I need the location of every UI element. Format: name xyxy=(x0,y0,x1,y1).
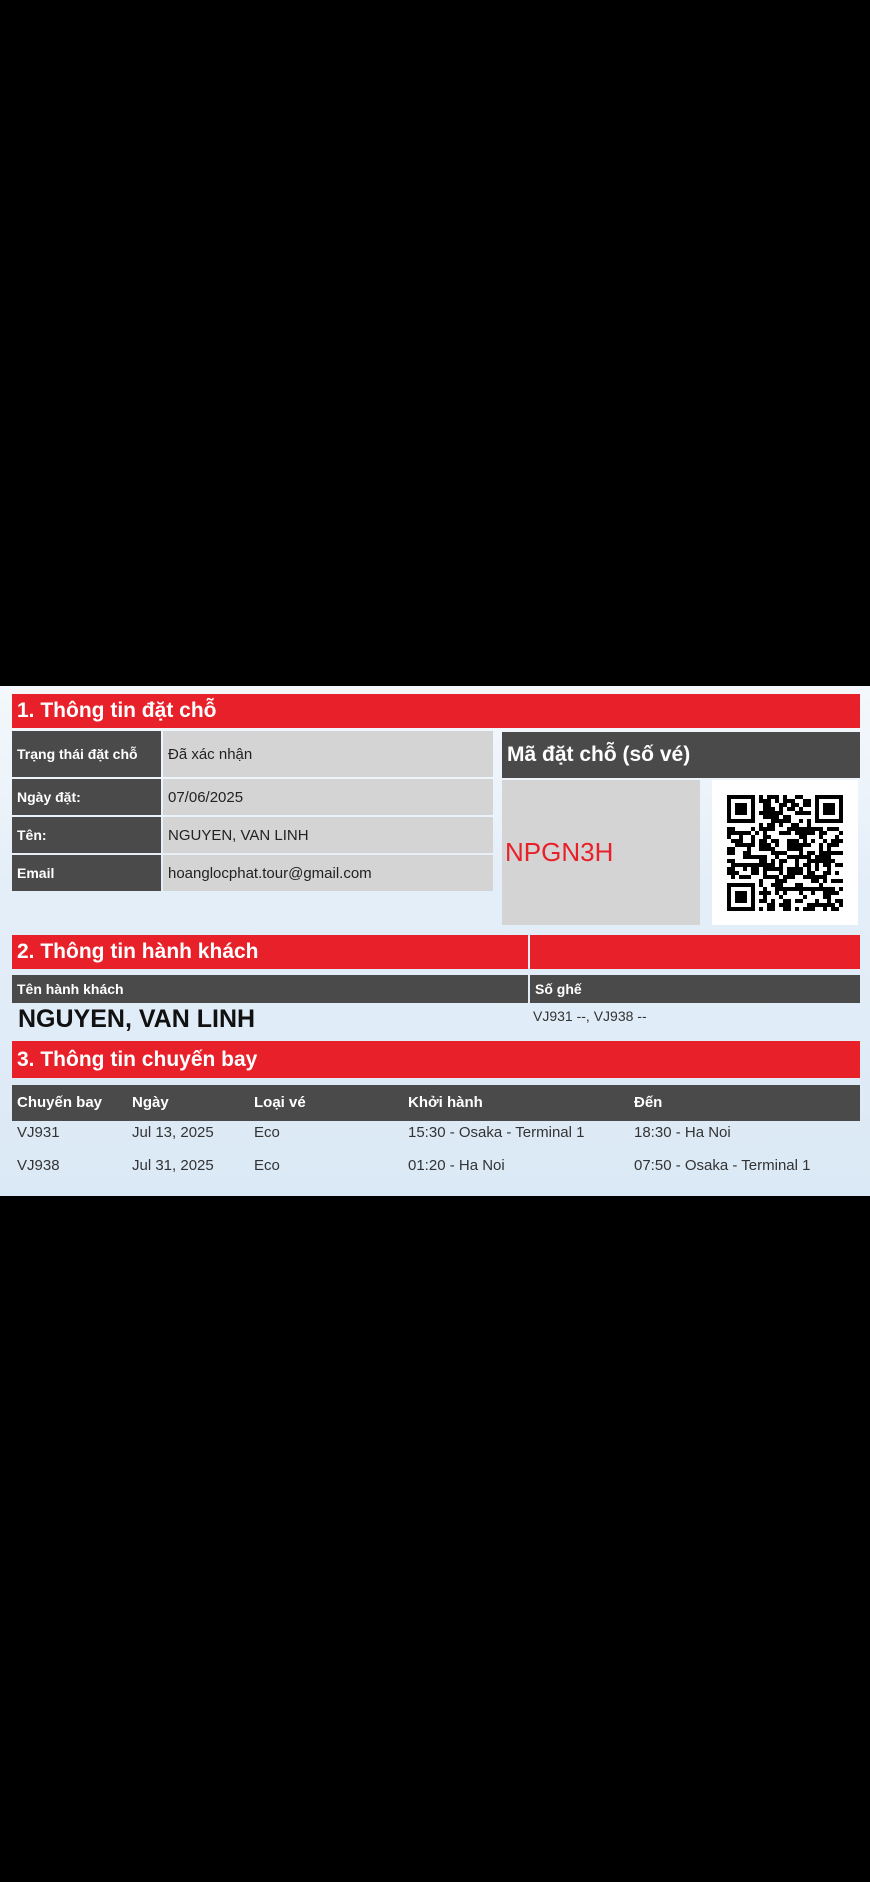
flight-cell: 18:30 - Ha Noi xyxy=(634,1124,731,1141)
flight-cell: Eco xyxy=(254,1124,280,1141)
col-header: Chuyến bay xyxy=(17,1094,103,1111)
qr-code xyxy=(712,780,858,925)
label-email: Email xyxy=(12,855,161,891)
flight-cell: VJ931 xyxy=(17,1124,60,1141)
flight-cell: VJ938 xyxy=(17,1157,60,1174)
col-passenger-name: Tên hành khách xyxy=(12,975,528,1003)
value-email: hoanglocphat.tour@gmail.com xyxy=(163,855,493,891)
qr-code-icon xyxy=(727,794,843,911)
section2-header: 2. Thông tin hành khách xyxy=(12,935,528,969)
label-name: Tên: xyxy=(12,817,161,853)
section3-header: 3. Thông tin chuyến bay xyxy=(12,1041,860,1078)
value-name: NGUYEN, VAN LINH xyxy=(163,817,493,853)
flight-cell: 07:50 - Osaka - Terminal 1 xyxy=(634,1157,811,1174)
value-status: Đã xác nhận xyxy=(163,731,493,777)
booking-code-header: Mã đặt chỗ (số vé) xyxy=(502,732,860,778)
flight-cell: 15:30 - Osaka - Terminal 1 xyxy=(408,1124,585,1141)
flight-cell: Jul 31, 2025 xyxy=(132,1157,214,1174)
col-seat: Số ghế xyxy=(530,975,860,1003)
label-status: Trạng thái đặt chỗ xyxy=(12,731,161,777)
seat-numbers: VJ931 --, VJ938 -- xyxy=(533,1008,647,1024)
flight-cell: Eco xyxy=(254,1157,280,1174)
col-header: Loại vé xyxy=(254,1094,306,1111)
section2-header-right xyxy=(530,935,860,969)
section1-header: 1. Thông tin đặt chỗ xyxy=(12,694,860,728)
value-booking-date: 07/06/2025 xyxy=(163,779,493,815)
passenger-name: NGUYEN, VAN LINH xyxy=(18,1005,256,1033)
flights-table-header xyxy=(12,1085,860,1121)
label-booking-date: Ngày đặt: xyxy=(12,779,161,815)
col-header: Ngày xyxy=(132,1094,169,1111)
flight-cell: Jul 13, 2025 xyxy=(132,1124,214,1141)
flight-cell: 01:20 - Ha Noi xyxy=(408,1157,505,1174)
booking-code: NPGN3H xyxy=(502,780,700,925)
col-header: Khởi hành xyxy=(408,1094,483,1111)
col-header: Đến xyxy=(634,1094,663,1111)
